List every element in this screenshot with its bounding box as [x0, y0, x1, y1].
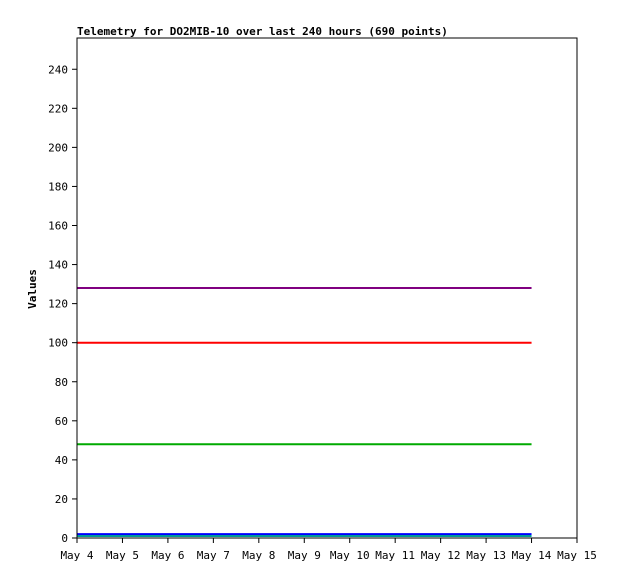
y-axis-label: Values — [26, 269, 39, 309]
x-tick-label: May 5 — [106, 549, 139, 562]
x-tick-label: May 14 — [512, 549, 552, 562]
y-tick-label: 60 — [55, 415, 68, 428]
y-axis: 0 20 40 60 80 100 120 140 160 180 200 220 240 — [48, 63, 77, 545]
y-tick-label: 140 — [48, 259, 68, 272]
x-tick-label: May 11 — [375, 549, 415, 562]
y-tick-label: 20 — [55, 493, 68, 506]
y-tick-label: 220 — [48, 102, 68, 115]
x-tick-label: May 13 — [466, 549, 506, 562]
x-tick-label: May 15 — [557, 549, 597, 562]
y-tick-label: 0 — [61, 532, 68, 545]
series-group — [77, 287, 532, 538]
x-tick-label: May 9 — [288, 549, 321, 562]
y-tick-label: 120 — [48, 298, 68, 311]
plot-area-frame — [76, 37, 578, 539]
y-tick-label: 240 — [48, 63, 68, 76]
y-tick-label: 160 — [48, 220, 68, 233]
y-tick-label: 100 — [48, 337, 68, 350]
x-tick-label: May 7 — [197, 549, 230, 562]
y-tick-label: 200 — [48, 141, 68, 154]
x-axis: May 4 May 5 May 6 May 7 May 8 May 9 May 10 May … — [60, 538, 597, 562]
y-tick-label: 180 — [48, 180, 68, 193]
x-tick-label: May 8 — [242, 549, 275, 562]
x-tick-label: May 12 — [421, 549, 461, 562]
x-tick-label: May 4 — [60, 549, 93, 562]
y-tick-label: 80 — [55, 376, 68, 389]
x-tick-label: May 10 — [330, 549, 370, 562]
chart-title: Telemetry for DO2MIB-10 over last 240 ho… — [77, 25, 448, 38]
y-tick-label: 40 — [55, 454, 68, 467]
x-tick-label: May 6 — [151, 549, 184, 562]
